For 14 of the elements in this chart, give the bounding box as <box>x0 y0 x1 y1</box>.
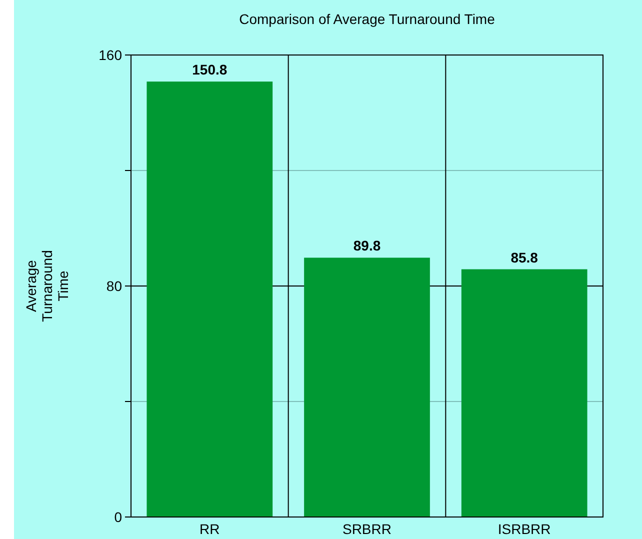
data-label: 85.8 <box>510 249 538 266</box>
bar <box>304 258 430 517</box>
y-tick-label: 160 <box>98 47 122 63</box>
y-tick-label: 0 <box>114 509 122 525</box>
chart-title: Comparison of Average Turnaround Time <box>239 11 496 27</box>
x-tick-label: ISRBRR <box>498 521 551 537</box>
y-axis-title: Average Turnaround Time <box>23 250 71 322</box>
data-label: 150.8 <box>192 62 228 78</box>
x-tick-label: RR <box>200 521 220 537</box>
bar <box>146 82 273 517</box>
data-label: 89.8 <box>353 238 381 254</box>
bar <box>461 269 588 517</box>
y-tick-label: 80 <box>106 278 122 294</box>
x-tick-label: SRBRR <box>342 521 392 537</box>
